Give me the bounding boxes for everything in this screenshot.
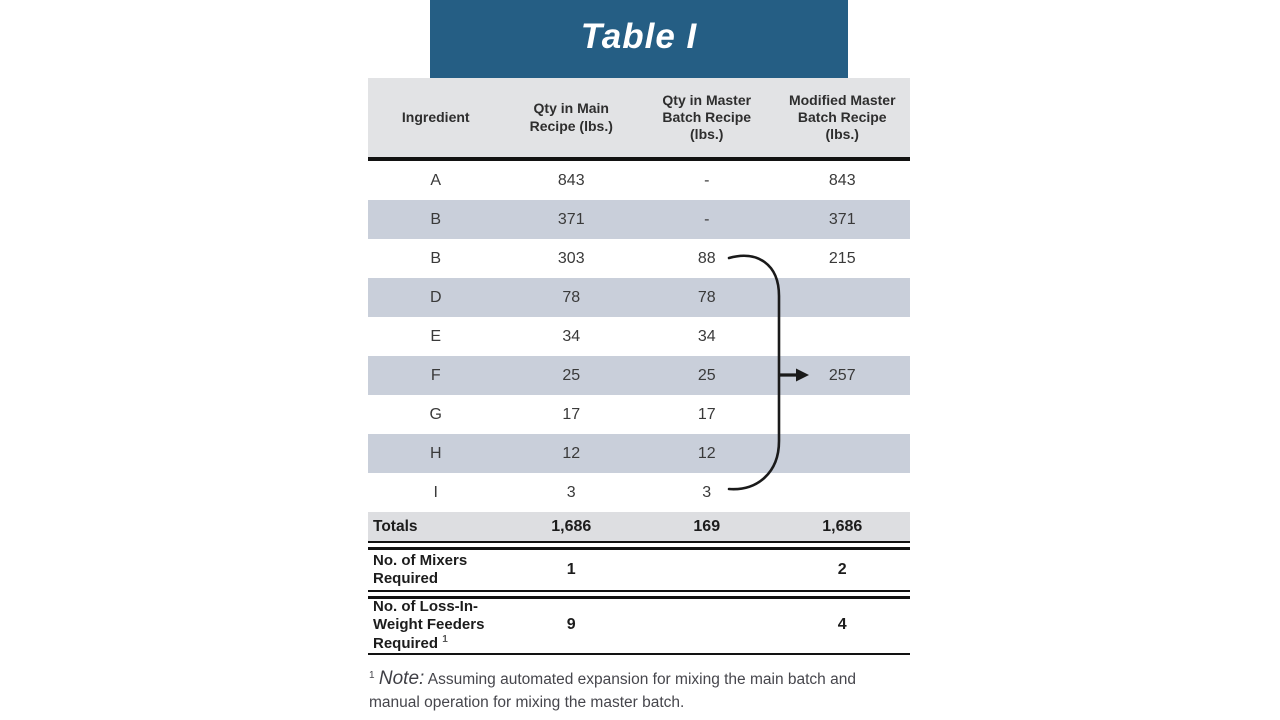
column-header-master-batch: Qty in Master Batch Recipe (lbs.) <box>662 91 752 143</box>
cell-modified: 371 <box>828 210 856 228</box>
cell-ingredient: E <box>430 327 442 345</box>
cell-ingredient: H <box>429 444 442 462</box>
feeders-required-row: No. of Loss-In-Weight Feeders Required 1… <box>368 598 910 653</box>
table-row: A 843 - 843 <box>368 161 910 200</box>
table-body: A 843 - 843 B 371 - 371 B 303 88 215 D 7… <box>368 161 910 512</box>
footnote-label: Note: <box>378 668 425 689</box>
feeders-label-text: No. of Loss-In-Weight Feeders Required <box>373 597 485 652</box>
mixers-main: 1 <box>566 561 576 578</box>
table-row: F 25 25 257 <box>368 356 910 395</box>
totals-row: Totals 1,686 169 1,686 <box>368 512 910 541</box>
cell-main: 303 <box>557 249 585 267</box>
table-row: G 17 17 <box>368 395 910 434</box>
footnote-sup: 1 <box>369 669 375 681</box>
table-row: B 371 - 371 <box>368 200 910 239</box>
totals-main: 1,686 <box>551 517 592 535</box>
cell-master: 34 <box>697 327 716 345</box>
cell-master: 17 <box>697 405 716 423</box>
cell-main: 78 <box>562 288 581 306</box>
feeders-modified: 4 <box>837 616 847 633</box>
footnote-marker: 1 <box>442 633 448 645</box>
column-header-main-recipe: Qty in Main Recipe (lbs.) <box>529 100 613 134</box>
cell-ingredient: B <box>430 249 442 267</box>
feeders-main: 9 <box>566 616 576 633</box>
totals-label: Totals <box>373 517 418 535</box>
cell-master: - <box>704 171 710 189</box>
cell-master: 3 <box>702 483 712 501</box>
cell-master: 12 <box>697 444 716 462</box>
cell-ingredient: A <box>430 171 442 189</box>
table-row: B 303 88 215 <box>368 239 910 278</box>
mixers-modified: 2 <box>837 561 847 578</box>
mixers-required-row: No. of Mixers Required 1 2 <box>368 550 910 590</box>
cell-ingredient: D <box>429 288 442 306</box>
cell-master: - <box>704 210 710 228</box>
cell-ingredient: F <box>430 366 441 384</box>
cell-master: 78 <box>697 288 716 306</box>
cell-ingredient: B <box>430 210 442 228</box>
cell-modified: 843 <box>828 171 856 189</box>
cell-ingredient: G <box>429 405 442 423</box>
bottom-rule <box>368 653 910 655</box>
cell-master: 25 <box>697 366 716 384</box>
cell-main: 34 <box>562 327 581 345</box>
table-row: I 3 3 <box>368 473 910 512</box>
cell-master: 88 <box>697 249 716 267</box>
divider-rule <box>368 541 910 550</box>
cell-main: 843 <box>557 171 585 189</box>
column-header-ingredient: Ingredient <box>401 108 470 125</box>
totals-master: 169 <box>693 517 721 535</box>
divider-rule <box>368 590 910 599</box>
cell-main: 371 <box>557 210 585 228</box>
footnote: 1 Note: Assuming automated expansion for… <box>369 666 894 714</box>
table-title: Table I <box>580 17 698 56</box>
feeders-label: No. of Loss-In-Weight Feeders Required 1 <box>368 598 504 653</box>
cell-main: 12 <box>562 444 581 462</box>
footnote-text: Assuming automated expansion for mixing … <box>369 671 856 712</box>
cell-main: 17 <box>562 405 581 423</box>
cell-modified: 215 <box>828 249 856 267</box>
table-row: H 12 12 <box>368 434 910 473</box>
cell-main: 25 <box>562 366 581 384</box>
cell-ingredient: I <box>433 483 438 501</box>
cell-main: 3 <box>566 483 576 501</box>
mixers-label: No. of Mixers Required <box>373 552 468 587</box>
table-header-row: Ingredient Qty in Main Recipe (lbs.) Qty… <box>368 78 910 161</box>
cell-modified: 257 <box>828 366 856 384</box>
table-row: D 78 78 <box>368 278 910 317</box>
table-title-banner: Table I <box>430 0 848 78</box>
table-row: E 34 34 <box>368 317 910 356</box>
totals-modified: 1,686 <box>822 517 863 535</box>
column-header-modified-master: Modified Master Batch Recipe (lbs.) <box>788 91 896 143</box>
